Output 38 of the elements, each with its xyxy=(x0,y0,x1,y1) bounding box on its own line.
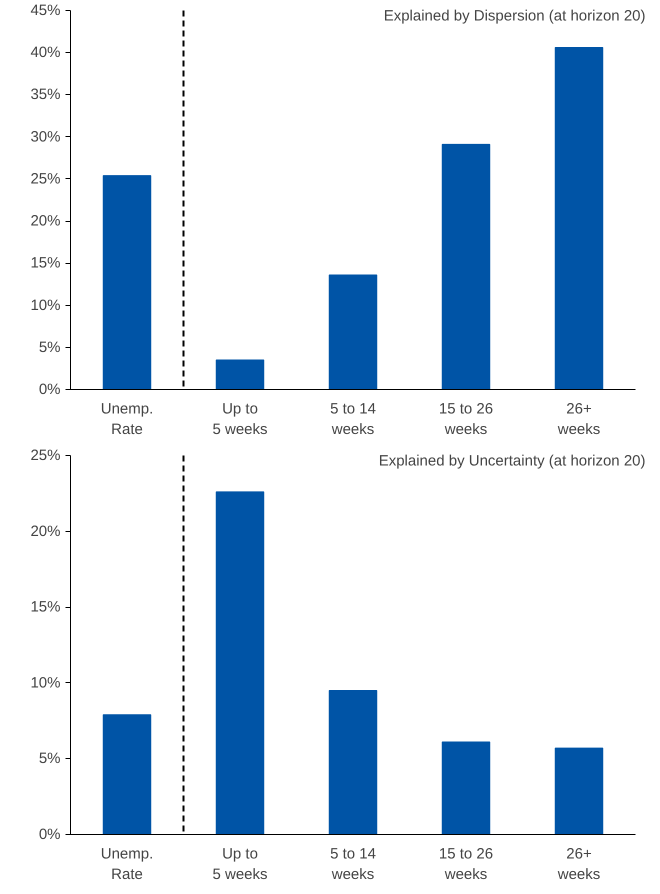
x-tick-label: 15 to 26 weeks xyxy=(438,846,494,883)
chart-title: Explained by Uncertainty (at horizon 20) xyxy=(378,452,646,470)
y-tick-label: 25% xyxy=(30,170,61,188)
bar xyxy=(442,742,490,834)
y-tick-label: 5% xyxy=(38,750,61,768)
bar xyxy=(554,748,604,834)
bar xyxy=(554,47,604,390)
chart-title: Explained by Dispersion (at horizon 20) xyxy=(384,8,646,24)
x-tick-label: 5 to 14 weeks xyxy=(330,400,376,438)
x-tick-label: 26+ weeks xyxy=(556,846,600,883)
x-tick-label: Unemp. Rate xyxy=(100,846,154,883)
x-tick-label: 15 to 26 weeks xyxy=(438,400,494,438)
bar xyxy=(216,491,264,834)
y-tick-label: 30% xyxy=(30,128,61,146)
x-tick-label: Up to 5 weeks xyxy=(212,400,268,438)
y-tick-label: 10% xyxy=(30,674,61,692)
x-tick-label: Unemp. Rate xyxy=(100,400,154,438)
y-tick-label: 0% xyxy=(38,826,61,843)
bar xyxy=(102,175,152,390)
y-tick-label: 15% xyxy=(30,598,61,616)
x-tick-label: 26+ weeks xyxy=(556,400,600,438)
bar xyxy=(442,144,490,390)
bar xyxy=(216,360,264,390)
y-tick-label: 40% xyxy=(30,44,61,62)
y-tick-label: 15% xyxy=(30,254,61,272)
y-tick-label: 35% xyxy=(30,86,61,104)
y-tick-label: 20% xyxy=(30,522,61,540)
y-tick-label: 10% xyxy=(30,296,61,314)
y-tick-label: 20% xyxy=(30,212,61,230)
y-tick-label: 0% xyxy=(38,381,61,398)
y-tick-label: 5% xyxy=(38,338,61,356)
bar xyxy=(328,274,378,390)
bar xyxy=(328,690,378,834)
y-tick-label: 45% xyxy=(30,2,61,19)
y-tick-label: 25% xyxy=(30,447,61,464)
bar xyxy=(102,714,152,834)
x-tick-label: Up to 5 weeks xyxy=(212,846,268,883)
x-tick-label: 5 to 14 weeks xyxy=(330,846,376,883)
